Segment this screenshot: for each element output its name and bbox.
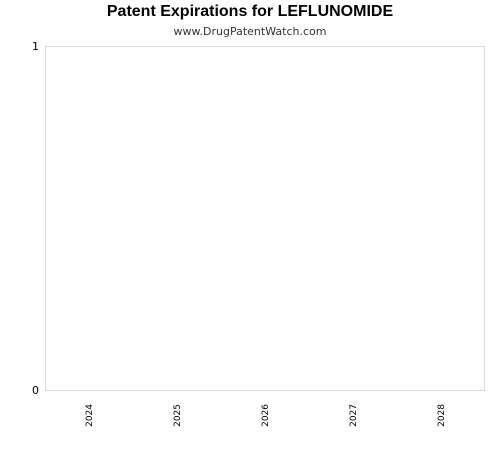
chart-subtitle: www.DrugPatentWatch.com	[173, 25, 327, 38]
x-tick-label: 2027	[349, 404, 359, 427]
x-tick-label: 2026	[261, 404, 271, 427]
x-tick-label: 2028	[437, 404, 447, 427]
y-tick-label: 1	[32, 40, 39, 53]
x-axis: 2024 2025 2026 2027 2028	[85, 404, 447, 427]
x-tick-label: 2025	[173, 404, 183, 427]
y-tick-label: 0	[32, 384, 39, 397]
plot-frame	[45, 46, 485, 391]
y-axis: 01	[32, 40, 39, 397]
x-tick-label: 2024	[85, 404, 95, 427]
chart-title: Patent Expirations for LEFLUNOMIDE	[106, 3, 394, 20]
